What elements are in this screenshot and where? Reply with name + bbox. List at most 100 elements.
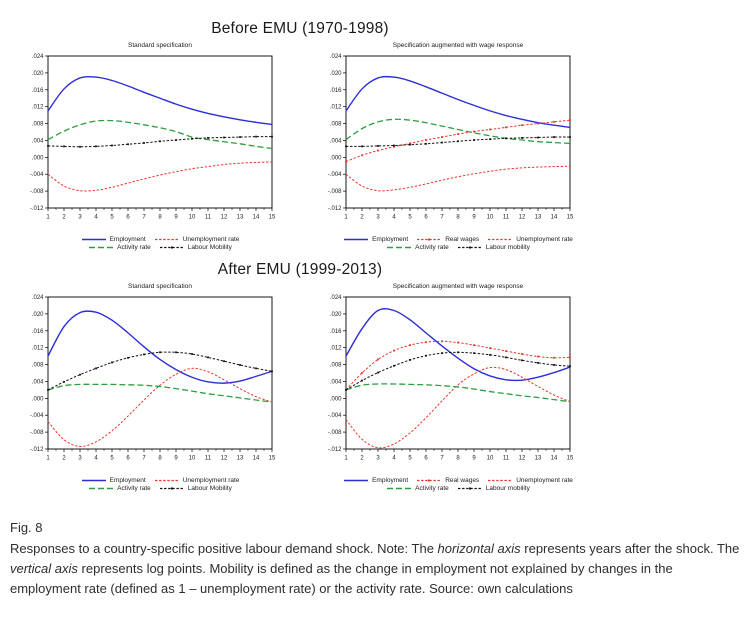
legend-item-activity-rate: Activity rate bbox=[386, 244, 449, 251]
x-tick-label: 2 bbox=[62, 215, 66, 221]
x-tick-label: 9 bbox=[472, 215, 476, 221]
legend-label: Activity rate bbox=[415, 485, 449, 492]
y-tick-label: -.004 bbox=[30, 413, 44, 419]
caption-text-run: Responses to a country-specific positive… bbox=[10, 540, 438, 556]
series-line-employment bbox=[345, 75, 571, 129]
x-tick-label: 11 bbox=[205, 215, 212, 221]
series-line-employment bbox=[47, 310, 273, 384]
legend-line-swatch bbox=[154, 479, 179, 482]
chart-subtitle: Standard specification bbox=[128, 42, 192, 49]
series-line-unemployment-rate bbox=[345, 366, 571, 449]
x-tick-label: 6 bbox=[424, 215, 428, 221]
x-tick-label: 10 bbox=[487, 456, 494, 462]
legend-item-labour-mobility: Labour Mobility bbox=[159, 485, 232, 492]
y-tick-label: -.008 bbox=[30, 430, 44, 436]
legend-row: Employment Unemployment rate bbox=[81, 477, 239, 484]
x-tick-label: 9 bbox=[174, 215, 178, 221]
legend-row: Employment Unemployment rate bbox=[81, 236, 239, 243]
legend-row: Activity rate Labour mobility bbox=[386, 485, 530, 492]
x-tick-label: 14 bbox=[253, 456, 260, 462]
caption-italic-run: vertical axis bbox=[10, 560, 78, 576]
y-tick-label: .012 bbox=[330, 346, 342, 352]
legend-label: Employment bbox=[372, 477, 409, 484]
legend-item-unemployment-rate: Unemployment rate bbox=[487, 477, 573, 484]
charts-row-before-emu: Standard specification .024 .020 .016 .012.… bbox=[0, 42, 750, 251]
x-tick-label: 13 bbox=[237, 456, 244, 462]
series-line-unemployment-rate bbox=[345, 165, 571, 192]
x-tick-label: 1 bbox=[46, 215, 50, 221]
legend-item-labour-mobility: Labour mobility bbox=[457, 244, 530, 251]
x-tick-label: 10 bbox=[189, 456, 196, 462]
legend-row: Activity rate Labour Mobility bbox=[88, 244, 232, 251]
y-tick-label: .004 bbox=[330, 138, 342, 144]
series-line-activity-rate bbox=[47, 383, 273, 403]
series-line-activity-rate bbox=[345, 118, 571, 145]
legend-line-swatch bbox=[81, 479, 106, 482]
x-tick-label: 12 bbox=[221, 215, 228, 221]
y-tick-label: .000 bbox=[32, 396, 44, 402]
legend-item-labour-mobility: Labour Mobility bbox=[159, 244, 232, 251]
x-tick-label: 2 bbox=[62, 456, 66, 462]
y-tick-label: .004 bbox=[32, 379, 44, 385]
x-tick-label: 15 bbox=[567, 215, 574, 221]
y-tick-label: .016 bbox=[330, 88, 342, 94]
chart-legend: Employment Real wages Unemployment rate Act… bbox=[343, 236, 573, 251]
y-tick-label: .008 bbox=[32, 363, 44, 369]
y-tick-label: -.012 bbox=[30, 206, 44, 212]
x-tick-label: 15 bbox=[269, 456, 276, 462]
y-tick-label: .024 bbox=[32, 295, 44, 301]
y-tick-label: .008 bbox=[330, 363, 342, 369]
y-tick-label: -.012 bbox=[30, 447, 44, 453]
legend-item-employment: Employment bbox=[81, 477, 146, 484]
chart-legend: Employment Unemployment rate Activity rate… bbox=[48, 236, 272, 251]
y-tick-label: -.008 bbox=[30, 189, 44, 195]
caption-text-run: represents log points. Mobility is defin… bbox=[10, 560, 673, 596]
chart-canvas: .024 .020 .016 .012 .008 .004 .000 -.004 -.008 -.… bbox=[30, 54, 276, 221]
y-tick-label: .000 bbox=[330, 396, 342, 402]
y-tick-label: -.008 bbox=[328, 430, 342, 436]
legend-label: Labour Mobility bbox=[187, 485, 232, 492]
y-tick-label: .024 bbox=[32, 54, 44, 60]
x-tick-label: 4 bbox=[392, 456, 396, 462]
series-line-activity-rate bbox=[47, 119, 273, 150]
x-tick-label: 14 bbox=[253, 215, 260, 221]
line-chart: .024 .020 .016 .012 .008 .004 .000 -.004 -.008 -.… bbox=[316, 50, 584, 234]
chart-before-augmented: Specification augmented with wage respon… bbox=[316, 42, 584, 251]
y-tick-label: .016 bbox=[330, 329, 342, 335]
x-tick-label: 1 bbox=[46, 456, 50, 462]
y-tick-label: -.004 bbox=[328, 413, 342, 419]
legend-line-swatch bbox=[417, 479, 442, 482]
legend-line-swatch bbox=[81, 238, 106, 241]
legend-label: Labour Mobility bbox=[187, 244, 232, 251]
legend-label: Employment bbox=[372, 236, 409, 243]
x-tick-label: 6 bbox=[424, 456, 428, 462]
legend-row: Activity rate Labour Mobility bbox=[88, 485, 232, 492]
series-line-activity-rate bbox=[345, 383, 571, 403]
series-line-real-wages bbox=[345, 340, 571, 391]
x-tick-label: 4 bbox=[94, 456, 98, 462]
chart-after-standard: Standard specification .024 .020 .016 .012.… bbox=[18, 283, 286, 492]
x-tick-label: 4 bbox=[392, 215, 396, 221]
y-tick-label: .004 bbox=[330, 379, 342, 385]
line-chart: .024 .020 .016 .012 .008 .004 .000 -.004 -.008 -.… bbox=[316, 291, 584, 475]
chart-legend: Employment Unemployment rate Activity rate… bbox=[48, 477, 272, 492]
chart-legend: Employment Real wages Unemployment rate Act… bbox=[344, 477, 573, 492]
caption-text-run: represents years after the shock. The bbox=[520, 540, 740, 556]
legend-label: Activity rate bbox=[117, 485, 151, 492]
x-tick-label: 11 bbox=[503, 215, 510, 221]
legend-line-swatch bbox=[89, 487, 114, 490]
x-tick-label: 1 bbox=[344, 215, 348, 221]
legend-row: Activity rate Labour mobility bbox=[386, 244, 530, 251]
x-tick-label: 8 bbox=[158, 215, 162, 221]
chart-subtitle: Standard specification bbox=[128, 283, 192, 290]
legend-item-employment: Employment bbox=[343, 236, 408, 243]
legend-label: Labour mobility bbox=[485, 244, 530, 251]
figure-caption: Fig. 8 Responses to a country-specific p… bbox=[10, 518, 742, 599]
x-tick-label: 6 bbox=[126, 215, 130, 221]
x-tick-label: 15 bbox=[269, 215, 276, 221]
legend-line-swatch bbox=[457, 487, 482, 490]
line-chart: .024 .020 .016 .012 .008 .004 .000 -.004 -.008 -.… bbox=[18, 291, 286, 475]
y-tick-label: .000 bbox=[330, 155, 342, 161]
legend-line-swatch bbox=[488, 238, 513, 241]
